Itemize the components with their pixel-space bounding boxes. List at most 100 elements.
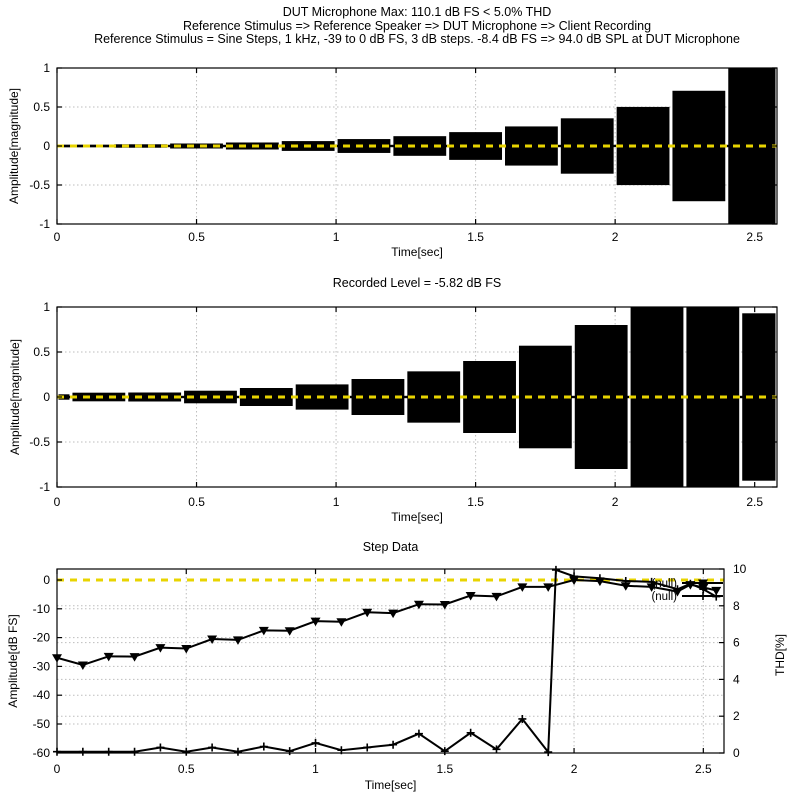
step-chart-title: Step Data: [362, 540, 419, 554]
step-right-y-axis-label: THD[%]: [773, 634, 787, 676]
y-tick-label: -0.5: [29, 178, 50, 192]
amplitude-marker: [77, 661, 88, 670]
amplitude-marker: [465, 592, 476, 601]
stimulus-y-axis-label: Amplitude[magnitude]: [7, 87, 21, 205]
thd-marker: [551, 565, 560, 574]
x-tick-label: 1.5: [467, 495, 484, 509]
y-right-tick-label: 0: [733, 746, 740, 760]
waveform-step-block: [337, 139, 391, 153]
amplitude-marker: [362, 608, 373, 618]
amplitude-series-line: [56, 578, 717, 667]
x-tick-label: 1.5: [467, 230, 484, 244]
y-tick-label: 0.5: [33, 345, 50, 359]
amplitude-marker: [439, 600, 450, 610]
thd-marker: [389, 740, 398, 749]
x-tick-label: 1: [333, 230, 340, 244]
x-tick-label: 2.5: [746, 230, 763, 244]
y-right-tick-label: 10: [733, 562, 747, 576]
amplitude-marker: [232, 636, 243, 645]
stimulus-x-axis-label: Time[sec]: [391, 245, 443, 259]
x-tick-label: 2: [612, 495, 619, 509]
thd-marker: [130, 747, 139, 756]
waveform-step-block: [184, 390, 237, 404]
thd-marker: [259, 742, 268, 751]
thd-marker: [466, 728, 475, 737]
legend-marker: [698, 579, 708, 588]
waveform-step-block: [393, 136, 447, 156]
y-left-tick-label: -30: [33, 659, 51, 673]
thd-marker: [233, 747, 242, 756]
y-tick-label: -1: [39, 217, 50, 231]
step-left-y-axis-label: Amplitude[dB FS]: [6, 614, 20, 708]
x-tick-label: 0: [54, 762, 61, 776]
thd-marker: [621, 576, 630, 585]
y-tick-label: -1: [39, 480, 50, 494]
x-tick-label: 0.5: [188, 495, 205, 509]
thd-marker: [544, 748, 553, 757]
plot-border: [56, 568, 725, 754]
thd-marker: [311, 738, 320, 747]
thd-marker: [518, 714, 527, 723]
y-left-tick-label: -20: [33, 631, 51, 645]
x-tick-label: 2: [612, 230, 619, 244]
thd-marker: [673, 585, 682, 594]
amplitude-marker: [129, 653, 140, 662]
amplitude-marker: [103, 652, 114, 662]
y-tick-label: 0: [43, 390, 50, 404]
thd-marker: [285, 747, 294, 756]
thd-marker: [595, 574, 604, 583]
thd-marker: [156, 743, 165, 752]
amplitude-marker: [517, 583, 528, 592]
thd-marker: [492, 745, 501, 754]
thd-marker: [647, 577, 656, 586]
waveform-step-block: [170, 143, 223, 149]
thd-marker: [208, 743, 217, 752]
y-tick-label: 1: [43, 61, 50, 75]
amplitude-marker: [258, 626, 269, 636]
amplitude-marker: [569, 576, 580, 585]
thd-marker: [414, 729, 423, 738]
y-left-tick-label: -40: [33, 688, 51, 702]
amplitude-marker: [388, 609, 399, 619]
x-tick-label: 1: [312, 762, 319, 776]
amplitude-marker: [207, 635, 218, 645]
thd-marker: [78, 747, 87, 756]
y-left-tick-label: 0: [43, 573, 50, 587]
title-line-1: DUT Microphone Max: 110.1 dB FS < 5.0% T…: [282, 5, 552, 19]
x-tick-label: 0: [54, 495, 61, 509]
y-right-tick-label: 4: [733, 672, 740, 686]
amplitude-marker: [336, 618, 347, 627]
x-tick-label: 0.5: [178, 762, 195, 776]
x-tick-label: 0: [54, 230, 61, 244]
y-left-tick-label: -60: [33, 746, 51, 760]
thd-marker: [363, 743, 372, 752]
y-left-tick-label: -10: [33, 602, 51, 616]
amplitude-marker: [181, 645, 192, 654]
amplitude-marker: [413, 600, 424, 610]
step-x-axis-label: Time[sec]: [364, 778, 417, 792]
amplitude-marker: [711, 586, 722, 596]
x-tick-label: 0.5: [188, 230, 205, 244]
recorded-chart-title: Recorded Level = -5.82 dB FS: [332, 276, 502, 290]
x-tick-label: 2.5: [695, 762, 712, 776]
legend-marker: [699, 592, 707, 600]
amplitude-marker: [310, 617, 321, 627]
amplitude-marker: [284, 627, 295, 636]
y-tick-label: 0: [43, 139, 50, 153]
figure-title-block: DUT Microphone Max: 110.1 dB FS < 5.0% T…: [57, 5, 777, 47]
y-tick-label: 1: [43, 300, 50, 314]
legend-label: (null): [651, 591, 677, 603]
recorded-y-axis-label: Amplitude[magnitude]: [8, 338, 22, 456]
amplitude-marker: [646, 583, 657, 592]
y-right-tick-label: 6: [733, 636, 740, 650]
x-tick-label: 1: [333, 495, 340, 509]
thd-marker: [104, 747, 113, 756]
y-tick-label: -0.5: [29, 435, 50, 449]
y-right-tick-label: 2: [733, 709, 740, 723]
x-tick-label: 2.5: [746, 495, 763, 509]
amplitude-marker: [620, 582, 631, 591]
amplitude-marker: [543, 583, 554, 592]
amplitude-marker: [155, 644, 166, 653]
